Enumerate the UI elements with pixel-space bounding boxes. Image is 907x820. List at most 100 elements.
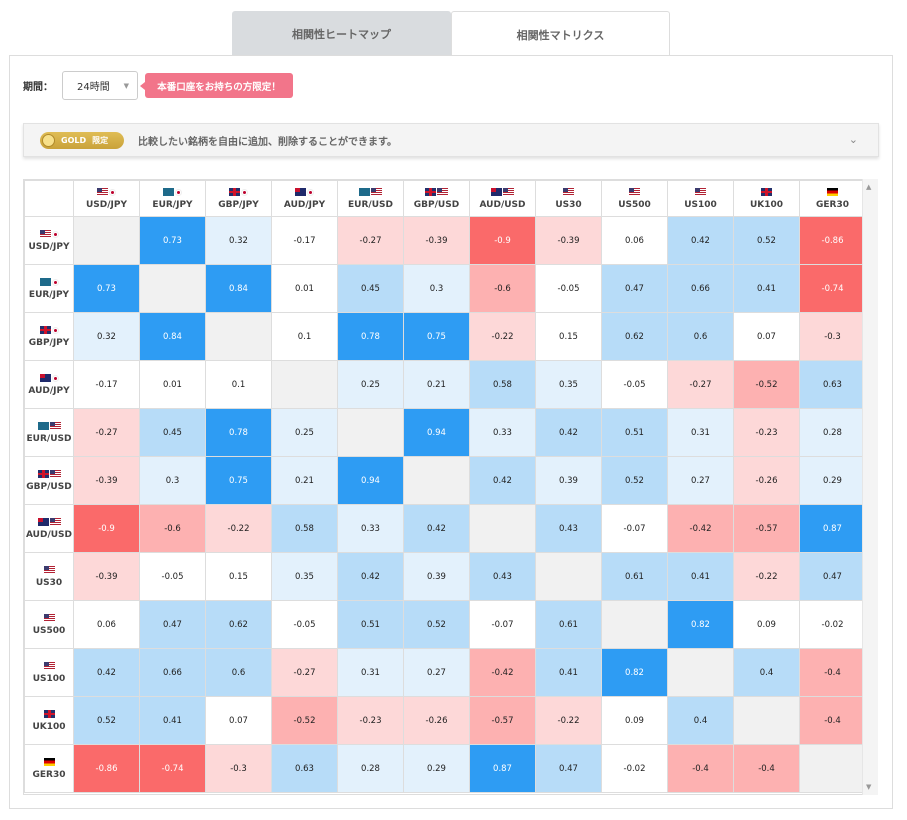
correlation-cell: 0.32 — [73, 312, 140, 361]
correlation-cell: -0.05 — [535, 264, 602, 313]
table-row: GER30 -0.86 -0.74 -0.3 0.63 0.28 0.29 0.87 0.47-… — [24, 744, 866, 793]
correlation-cell: 0.84 — [139, 312, 206, 361]
row-header: EUR/JPY — [24, 264, 74, 313]
table-row: EUR/JPY 0.73 0.84 0.01 0.45 0.3 -0.6 -0.05 0.47 0… — [24, 264, 866, 313]
correlation-cell: 0.42 — [403, 504, 470, 553]
correlation-cell: 0.73 — [139, 216, 206, 265]
correlation-cell: 0.07 — [733, 312, 800, 361]
correlation-cell: 0.41 — [535, 648, 602, 697]
flag-icon — [25, 565, 73, 575]
correlation-cell: -0.4 — [799, 696, 866, 745]
scroll-down-icon[interactable]: ▼ — [866, 783, 872, 791]
column-header: GBP/JPY — [205, 180, 272, 217]
table-row: AUD/JPY -0.17 0.01 0.1 0.25 0.21 0.58 0.35 -0.05… — [24, 360, 866, 409]
row-header-label: USD/JPY — [28, 242, 70, 252]
flag-icon — [25, 325, 73, 335]
flag-icon — [536, 187, 601, 197]
gold-coin-icon — [42, 133, 55, 147]
flag-icon — [25, 229, 73, 239]
diagonal-cell — [799, 744, 866, 793]
correlation-cell: 0.52 — [403, 600, 470, 649]
correlation-cell: 0.94 — [403, 408, 470, 457]
correlation-cell: 0.42 — [337, 552, 404, 601]
column-header-label: USD/JPY — [85, 200, 127, 210]
diagonal-cell — [601, 600, 668, 649]
gold-feature-bar[interactable]: GOLD 限定 比較したい銘柄を自由に追加、削除することができます。 ⌄ — [23, 123, 879, 157]
diagonal-cell — [337, 408, 404, 457]
chevron-down-icon[interactable]: ⌄ — [848, 133, 858, 146]
correlation-cell: 0.61 — [535, 600, 602, 649]
row-header-label: AUD/USD — [25, 530, 72, 540]
flag-icon — [734, 187, 799, 197]
table-row: US100 0.42 0.66 0.6 -0.27 0.31 0.27 -0.42 0.41 0.… — [24, 648, 866, 697]
correlation-cell: -0.22 — [733, 552, 800, 601]
promo-badge: 本番口座をお持ちの方限定！ — [145, 73, 293, 98]
correlation-cell: 0.87 — [469, 744, 536, 793]
row-header-label: UK100 — [32, 722, 66, 732]
matrix-scrollbar[interactable]: ▲ ▼ — [862, 179, 878, 795]
column-header-label: US30 — [555, 200, 582, 210]
row-header-label: GBP/USD — [26, 482, 72, 492]
table-row: USD/JPY 0.73 0.32 -0.17 -0.27 -0.39 -0.9 -0.39 0… — [24, 216, 866, 265]
correlation-cell: -0.07 — [469, 600, 536, 649]
correlation-cell: -0.26 — [733, 456, 800, 505]
correlation-matrix: USD/JPY EUR/JPY GBP/JPY AUD/JPY EUR/USD GBP/U… — [23, 179, 878, 795]
row-header: EUR/USD — [24, 408, 74, 457]
correlation-cell: -0.3 — [799, 312, 866, 361]
correlation-cell: 0.47 — [799, 552, 866, 601]
flag-icon — [25, 277, 73, 287]
column-header-label: EUR/JPY — [152, 200, 193, 210]
correlation-cell: 0.35 — [535, 360, 602, 409]
flag-icon — [25, 373, 73, 383]
correlation-cell: 0.52 — [601, 456, 668, 505]
correlation-cell: -0.42 — [469, 648, 536, 697]
period-select-value: 24時間 — [77, 82, 110, 93]
correlation-cell: 0.3 — [139, 456, 206, 505]
tab-heatmap[interactable]: 相関性ヒートマップ — [232, 11, 451, 56]
table-row: US500 0.06 0.47 0.62 -0.05 0.51 0.52 -0.07 0.61 0… — [24, 600, 866, 649]
tab-matrix[interactable]: 相関性マトリクス — [451, 11, 670, 57]
correlation-cell: -0.4 — [799, 648, 866, 697]
correlation-cell: 0.21 — [271, 456, 338, 505]
flag-icon — [800, 187, 865, 197]
correlation-cell: 0.29 — [403, 744, 470, 793]
row-header-label: AUD/JPY — [28, 386, 70, 396]
table-row: GBP/JPY 0.32 0.84 0.1 0.78 0.75 -0.22 0.15 0.62 0… — [24, 312, 866, 361]
correlation-cell: 0.51 — [601, 408, 668, 457]
correlation-cell: -0.27 — [337, 216, 404, 265]
correlation-cell: 0.82 — [601, 648, 668, 697]
correlation-cell: 0.43 — [535, 504, 602, 553]
column-header-label: AUD/JPY — [283, 200, 326, 210]
correlation-cell: 0.58 — [469, 360, 536, 409]
diagonal-cell — [205, 312, 272, 361]
flag-icon — [470, 187, 535, 197]
diagonal-cell — [139, 264, 206, 313]
promo-arrow — [140, 82, 145, 90]
row-header-label: EUR/USD — [26, 434, 72, 444]
table-row: UK100 0.52 0.41 0.07 -0.52 -0.23 -0.26 -0.57 -0.… — [24, 696, 866, 745]
correlation-cell: -0.27 — [667, 360, 734, 409]
correlation-cell: 0.42 — [469, 456, 536, 505]
correlation-cell: 0.51 — [337, 600, 404, 649]
correlation-cell: -0.86 — [799, 216, 866, 265]
correlation-cell: -0.22 — [469, 312, 536, 361]
correlation-cell: 0.32 — [205, 216, 272, 265]
correlation-cell: 0.01 — [271, 264, 338, 313]
correlation-cell: 0.29 — [799, 456, 866, 505]
diagonal-cell — [667, 648, 734, 697]
scroll-up-icon[interactable]: ▲ — [866, 183, 872, 191]
correlation-cell: -0.9 — [469, 216, 536, 265]
correlation-cell: 0.66 — [667, 264, 734, 313]
gold-badge: GOLD 限定 — [40, 131, 124, 149]
correlation-cell: 0.31 — [667, 408, 734, 457]
row-header-label: GBP/JPY — [28, 338, 70, 348]
correlation-cell: 0.42 — [535, 408, 602, 457]
row-header-label: US30 — [35, 578, 63, 588]
correlation-cell: -0.9 — [73, 504, 140, 553]
correlation-cell: -0.57 — [469, 696, 536, 745]
correlation-cell: 0.27 — [403, 648, 470, 697]
correlation-cell: 0.78 — [205, 408, 272, 457]
diagonal-cell — [271, 360, 338, 409]
flag-icon — [25, 709, 73, 719]
period-select[interactable]: 24時間 ▼ — [62, 71, 138, 100]
